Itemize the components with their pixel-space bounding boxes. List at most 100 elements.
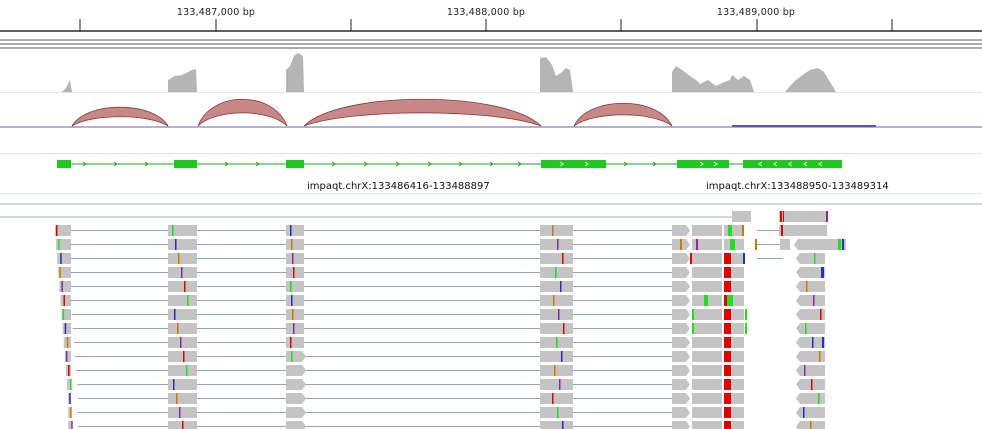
mismatch-mark — [61, 281, 63, 292]
mismatch-mark — [65, 351, 68, 362]
read-block — [168, 239, 197, 250]
mismatch-mark — [724, 267, 731, 278]
coverage-peak — [62, 80, 72, 92]
read-block — [692, 267, 722, 278]
read-block — [286, 323, 304, 334]
read-block — [724, 253, 744, 264]
mismatch-mark — [724, 393, 731, 404]
mismatch-mark — [818, 393, 820, 404]
mismatch-mark — [724, 281, 731, 292]
mismatch-mark — [177, 323, 179, 334]
mismatch-mark — [781, 225, 783, 236]
read-block — [672, 407, 690, 418]
strand-arrow — [427, 161, 432, 167]
read-block — [168, 351, 197, 362]
read-block — [540, 351, 573, 362]
read-block — [796, 323, 825, 334]
coverage-peak — [785, 68, 836, 92]
coverage-peak — [168, 69, 197, 92]
read-block — [692, 225, 722, 236]
read-block — [724, 295, 744, 306]
read-block — [692, 407, 722, 418]
mismatch-mark — [178, 253, 180, 264]
read-block — [168, 379, 197, 390]
read-block — [724, 323, 744, 334]
read-block — [724, 281, 744, 292]
mismatch-mark — [59, 267, 61, 278]
mismatch-mark — [62, 309, 65, 320]
read-block — [540, 281, 573, 292]
read-block — [168, 407, 197, 418]
mismatch-mark — [680, 239, 682, 250]
coordinate-ruler[interactable]: 133,487,000 bp 133,488,000 bp 133,489,00… — [0, 0, 982, 34]
read-block — [724, 379, 744, 390]
mismatch-mark — [826, 211, 828, 222]
strand-arrow — [363, 161, 368, 167]
mismatch-mark — [183, 351, 185, 362]
mismatch-mark — [173, 379, 175, 390]
mismatch-mark — [820, 309, 822, 320]
strand-arrow — [559, 161, 564, 167]
read-block — [58, 267, 71, 278]
strand-arrow — [395, 161, 400, 167]
mismatch-mark — [557, 239, 559, 250]
strand-arrow — [517, 161, 522, 167]
read-block — [286, 253, 304, 264]
mismatch-mark — [724, 407, 731, 418]
mismatch-mark — [552, 225, 554, 236]
read-block — [540, 225, 573, 236]
mismatch-mark — [690, 253, 692, 264]
mismatch-mark — [555, 267, 557, 278]
read-block — [724, 337, 744, 348]
strand-arrow — [458, 161, 463, 167]
mismatch-mark — [560, 281, 562, 292]
strand-arrow — [818, 161, 823, 167]
mismatch-mark — [563, 323, 565, 334]
mismatch-mark — [292, 253, 294, 264]
read-block — [796, 351, 825, 362]
mismatch-mark — [290, 337, 292, 348]
read-block — [796, 365, 825, 376]
strand-arrow — [803, 161, 808, 167]
mismatch-mark — [742, 225, 744, 236]
ruler-label-133487000: 133,487,000 bp — [176, 7, 256, 18]
read-block — [168, 323, 197, 334]
mismatch-mark — [556, 337, 558, 348]
read-block — [796, 295, 825, 306]
mismatch-mark — [745, 323, 747, 334]
mismatch-mark — [704, 295, 708, 306]
mismatch-mark — [175, 239, 177, 250]
read-block — [724, 421, 744, 429]
read-block — [724, 365, 744, 376]
mismatch-mark — [291, 295, 293, 306]
read-block — [779, 225, 827, 236]
gene-label-1: impaqt.chrX:133486416-133488897 — [307, 181, 490, 192]
mismatch-mark — [562, 253, 564, 264]
read-block — [692, 309, 722, 320]
read-block — [672, 295, 690, 306]
mismatch-mark — [64, 323, 67, 334]
mismatch-mark — [804, 365, 806, 376]
mismatch-mark — [692, 323, 694, 334]
mismatch-mark — [552, 393, 554, 404]
read-block — [286, 421, 306, 429]
read-block — [796, 309, 825, 320]
mismatch-mark — [71, 421, 73, 429]
splice-junction-arc — [573, 102, 673, 127]
read-block — [168, 295, 197, 306]
read-block — [692, 351, 722, 362]
mismatch-mark — [724, 351, 731, 362]
read-block — [672, 393, 690, 404]
read-block — [540, 239, 573, 250]
read-block — [692, 323, 722, 334]
mismatch-mark — [561, 351, 563, 362]
mismatch-mark — [63, 295, 65, 306]
read-block — [796, 379, 825, 390]
mismatch-mark — [842, 239, 844, 250]
read-block — [168, 309, 197, 320]
splice-junction-arc — [197, 98, 288, 127]
mismatch-mark — [724, 421, 731, 429]
mismatch-mark — [728, 225, 732, 236]
mismatch-mark — [70, 379, 72, 390]
